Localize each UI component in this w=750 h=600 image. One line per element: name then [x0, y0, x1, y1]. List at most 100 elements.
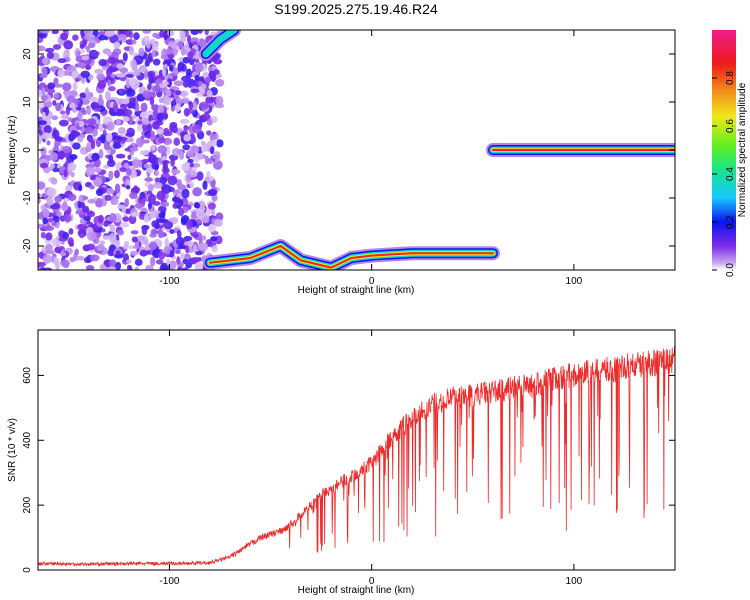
noise-blob: [76, 255, 85, 261]
noise-blob: [186, 34, 192, 44]
noise-blob: [152, 32, 159, 38]
noise-blob: [125, 184, 131, 190]
noise-blob: [87, 199, 96, 204]
noise-blob: [89, 254, 100, 262]
noise-blob: [74, 77, 80, 83]
noise-blob: [76, 51, 81, 56]
noise-blob: [79, 92, 87, 99]
noise-blob: [101, 228, 106, 233]
colorbar-tick-label: 0.4: [725, 167, 736, 181]
noise-blob: [77, 111, 83, 120]
noise-blob: [131, 186, 141, 193]
noise-blob: [66, 95, 76, 103]
noise-blob: [198, 200, 206, 210]
noise-blob: [65, 184, 73, 193]
noise-blob: [88, 96, 98, 103]
noise-blob: [183, 134, 192, 142]
noise-blob: [189, 133, 196, 143]
noise-blob: [51, 222, 57, 227]
y-tick-label: 200: [22, 496, 33, 513]
noise-blob: [128, 45, 135, 56]
noise-blob: [78, 201, 86, 208]
noise-blob: [182, 258, 189, 265]
noise-blob: [207, 188, 218, 197]
noise-blob: [99, 240, 106, 245]
y-tick-label: 600: [22, 367, 33, 384]
noise-blob: [125, 73, 134, 78]
noise-blob: [72, 34, 79, 41]
noise-blob: [39, 162, 49, 169]
noise-blob: [145, 57, 154, 63]
noise-blob: [97, 214, 104, 224]
noise-blob: [156, 128, 164, 135]
noise-blob: [104, 30, 112, 37]
noise-blob: [41, 132, 51, 140]
noise-blob: [158, 97, 164, 104]
noise-blob: [138, 64, 147, 73]
noise-blob: [183, 107, 190, 117]
colorbar-tick-label: 0.0: [725, 263, 736, 277]
snr-y-ticks: 0 200 400 600: [22, 367, 675, 573]
noise-blob: [199, 76, 205, 81]
noise-blob: [70, 171, 75, 178]
noise-blob: [47, 217, 54, 223]
y-tick-label: -10: [22, 190, 33, 205]
noise-blob: [194, 63, 204, 73]
noise-blob: [103, 164, 110, 169]
noise-blob: [185, 219, 193, 230]
noise-blob: [214, 218, 223, 227]
noise-blob: [133, 32, 140, 40]
noise-blob: [150, 256, 156, 267]
noise-blob: [213, 58, 223, 65]
noise-blob: [147, 156, 156, 163]
noise-blob: [113, 41, 121, 49]
noise-blob: [38, 37, 44, 44]
noise-blob: [57, 58, 67, 64]
noise-blob: [72, 142, 81, 150]
noise-blob: [192, 244, 198, 254]
x-tick-label: -100: [159, 576, 179, 587]
noise-blob: [41, 87, 46, 96]
noise-blob: [163, 97, 171, 105]
noise-blob: [147, 201, 153, 210]
noise-blob: [60, 259, 70, 268]
noise-blob: [154, 83, 161, 94]
noise-blob: [198, 101, 209, 110]
noise-blob: [175, 236, 185, 246]
noise-blob: [191, 124, 202, 134]
noise-blob: [125, 168, 132, 176]
noise-blob: [40, 266, 46, 270]
noise-blob: [85, 265, 95, 270]
noise-blob: [50, 177, 58, 185]
noise-blob: [54, 93, 60, 99]
noise-blob: [128, 115, 134, 125]
noise-blob: [194, 261, 204, 270]
noise-blob: [138, 47, 145, 57]
snr-series-line: [38, 345, 675, 568]
noise-blob: [168, 64, 174, 72]
noise-blob: [118, 89, 124, 94]
heatmap-xlabel: Height of straight line (km): [298, 285, 415, 296]
noise-blob: [119, 104, 128, 109]
noise-blob: [210, 230, 219, 236]
x-tick-label: 100: [566, 576, 583, 587]
noise-blob: [59, 110, 66, 115]
noise-blob: [176, 229, 182, 239]
noise-blob: [122, 216, 130, 222]
noise-blob: [163, 30, 169, 41]
noise-blob: [119, 222, 130, 228]
noise-blob: [76, 62, 86, 68]
noise-blob: [46, 187, 57, 197]
noise-blob: [62, 231, 70, 240]
noise-blob: [79, 43, 85, 50]
noise-blob: [201, 242, 208, 249]
noise-blob: [166, 78, 173, 88]
noise-blob: [202, 112, 211, 122]
noise-blob: [128, 245, 135, 250]
noise-blob: [86, 210, 96, 218]
noise-blob: [42, 217, 49, 225]
noise-blob: [116, 63, 124, 69]
noise-blob: [108, 232, 117, 243]
noise-blob: [147, 83, 152, 91]
